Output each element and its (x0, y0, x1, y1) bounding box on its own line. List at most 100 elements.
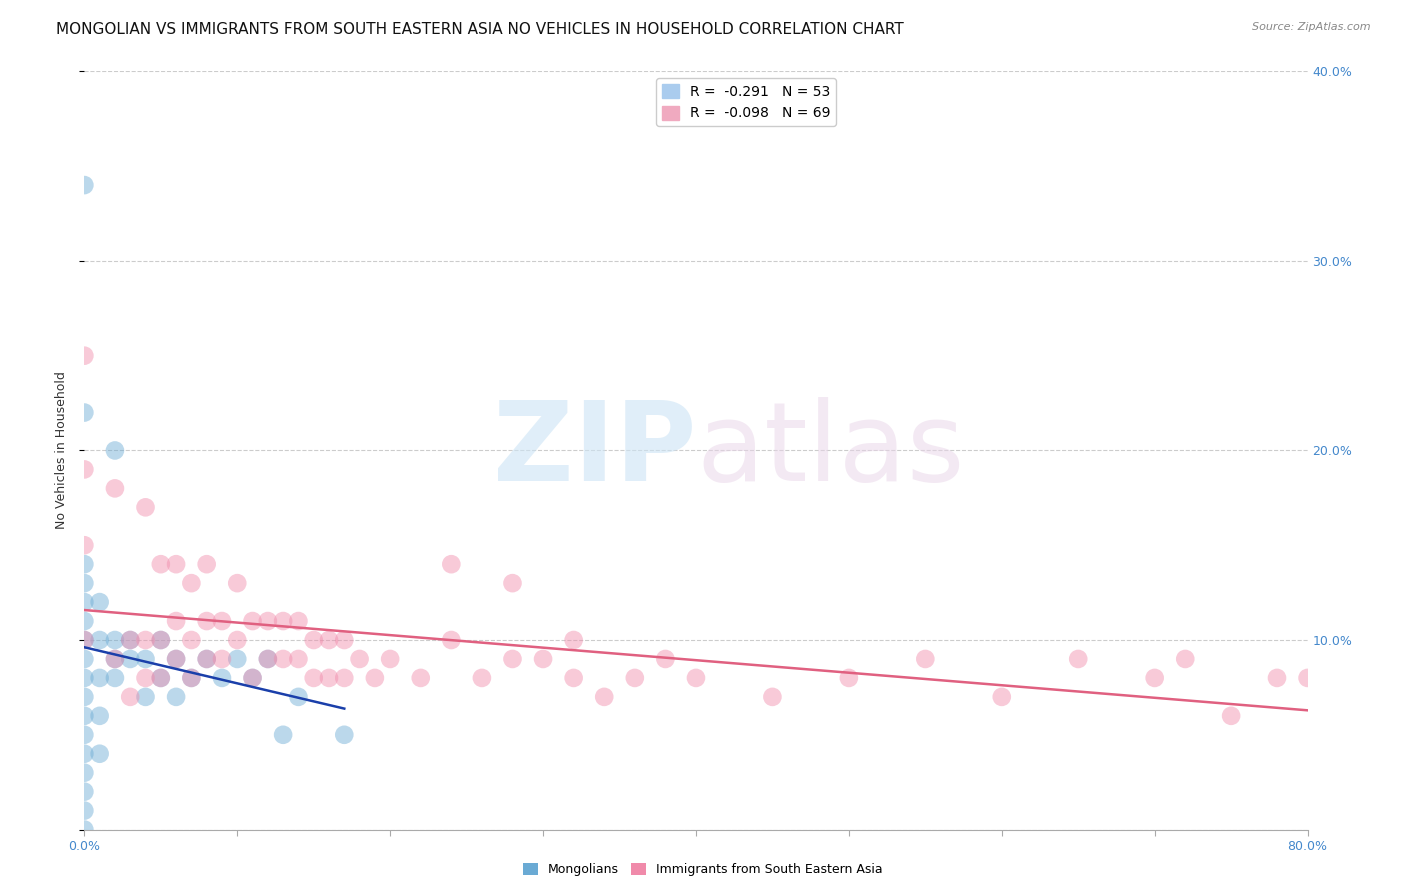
Point (73, 576, 96, 591)
Point (242, 671, 264, 685)
Point (257, 652, 280, 666)
Point (685, 671, 707, 685)
Point (135, 633, 157, 648)
Point (89, 633, 111, 648)
Point (991, 690, 1014, 704)
Point (257, 614, 280, 628)
Text: MONGOLIAN VS IMMIGRANTS FROM SOUTH EASTERN ASIA NO VEHICLES IN HOUSEHOLD CORRELA: MONGOLIAN VS IMMIGRANTS FROM SOUTH EASTE… (56, 22, 904, 37)
Point (73, 614, 96, 628)
Point (287, 652, 309, 666)
Point (89, 708, 111, 723)
Point (120, 652, 142, 666)
Point (271, 652, 294, 666)
Point (838, 671, 860, 685)
Point (165, 614, 187, 628)
Point (211, 671, 233, 685)
Point (165, 557, 187, 572)
Point (349, 652, 371, 666)
Point (135, 500, 157, 515)
Point (73, 633, 96, 648)
Point (761, 690, 783, 704)
Point (120, 690, 142, 704)
Point (242, 671, 264, 685)
Point (1143, 671, 1166, 685)
Point (73, 406, 96, 420)
Point (73, 728, 96, 742)
Text: Source: ZipAtlas.com: Source: ZipAtlas.com (1253, 22, 1371, 32)
Point (364, 671, 387, 685)
Point (287, 614, 309, 628)
Point (149, 671, 172, 685)
Point (104, 633, 127, 648)
Point (318, 633, 340, 648)
Point (73, 804, 96, 818)
Point (226, 633, 249, 648)
Point (593, 690, 616, 704)
Point (562, 671, 585, 685)
Point (104, 652, 127, 666)
Point (73, 690, 96, 704)
Point (471, 671, 494, 685)
Point (89, 747, 111, 761)
Point (242, 614, 264, 628)
Y-axis label: No Vehicles in Household: No Vehicles in Household (55, 372, 67, 529)
Point (440, 633, 463, 648)
Point (104, 482, 127, 496)
Point (302, 633, 325, 648)
Point (73, 785, 96, 799)
Point (73, 538, 96, 552)
Legend: Mongolians, Immigrants from South Eastern Asia: Mongolians, Immigrants from South Easter… (517, 858, 889, 881)
Point (211, 652, 233, 666)
Point (73, 671, 96, 685)
Point (180, 671, 202, 685)
Point (1220, 708, 1243, 723)
Point (409, 671, 432, 685)
Point (180, 576, 202, 591)
Point (104, 652, 127, 666)
Point (120, 633, 142, 648)
Point (135, 652, 157, 666)
Point (149, 671, 172, 685)
Point (73, 652, 96, 666)
Point (195, 557, 218, 572)
Point (165, 652, 187, 666)
Point (89, 671, 111, 685)
Point (257, 652, 280, 666)
Point (624, 671, 647, 685)
Point (1265, 671, 1288, 685)
Point (562, 633, 585, 648)
Point (287, 690, 309, 704)
Point (73, 178, 96, 193)
Point (180, 633, 202, 648)
Point (1067, 652, 1090, 666)
Point (914, 652, 936, 666)
Point (73, 708, 96, 723)
Point (318, 671, 340, 685)
Point (73, 595, 96, 609)
Point (165, 690, 187, 704)
Point (271, 614, 294, 628)
Point (73, 557, 96, 572)
Point (195, 614, 218, 628)
Point (380, 652, 402, 666)
Point (104, 443, 127, 458)
Legend: R =  -0.291   N = 53, R =  -0.098   N = 69: R = -0.291 N = 53, R = -0.098 N = 69 (657, 78, 835, 126)
Point (502, 652, 524, 666)
Point (135, 671, 157, 685)
Point (149, 633, 172, 648)
Point (1174, 652, 1197, 666)
Point (73, 633, 96, 648)
Point (149, 633, 172, 648)
Point (120, 633, 142, 648)
Point (73, 822, 96, 837)
Point (180, 671, 202, 685)
Point (135, 690, 157, 704)
Point (226, 652, 249, 666)
Point (73, 765, 96, 780)
Point (73, 462, 96, 476)
Point (195, 652, 218, 666)
Point (440, 557, 463, 572)
Point (502, 576, 524, 591)
Point (271, 728, 294, 742)
Point (73, 349, 96, 363)
